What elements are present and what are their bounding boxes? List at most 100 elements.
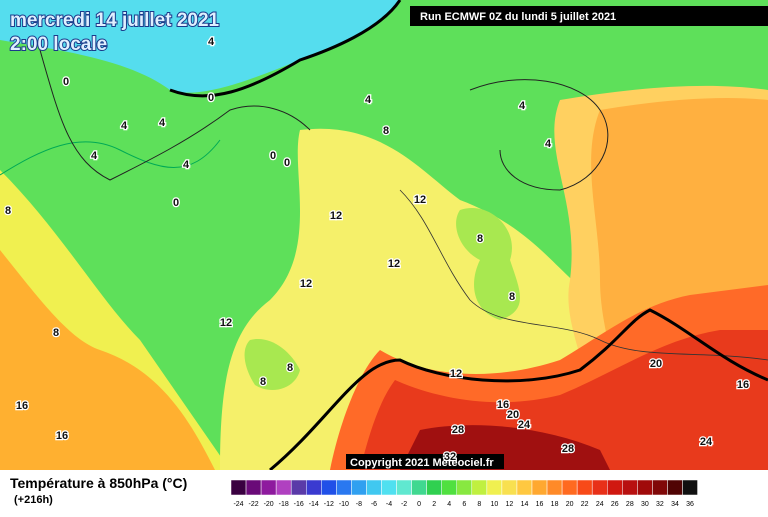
contour-label: 8 bbox=[509, 291, 515, 303]
scale-label: 18 bbox=[551, 501, 559, 508]
scale-swatch bbox=[501, 479, 518, 496]
scale-swatch bbox=[351, 479, 367, 496]
coastline bbox=[469, 79, 609, 191]
copyright-box bbox=[346, 454, 504, 469]
scale-label: -18 bbox=[279, 501, 289, 508]
run-box bbox=[410, 6, 768, 26]
scale-label: 22 bbox=[581, 501, 589, 508]
scale-swatch bbox=[426, 479, 442, 496]
scale-swatch bbox=[230, 479, 247, 496]
local-time: 2:00 locale bbox=[10, 34, 107, 55]
scale-label: 24 bbox=[596, 501, 604, 508]
scale-label: 8 bbox=[477, 501, 481, 508]
contour-label: 12 bbox=[414, 194, 426, 206]
contour-label: 4 bbox=[208, 36, 215, 48]
scale-label: 0 bbox=[417, 501, 421, 508]
temp-region bbox=[0, 250, 215, 470]
contour-label: 8 bbox=[477, 233, 483, 245]
scale-label: -16 bbox=[294, 501, 304, 508]
scale-swatch bbox=[306, 479, 322, 496]
coastline bbox=[39, 49, 311, 181]
scale-label: 32 bbox=[656, 501, 664, 508]
scale-label: 28 bbox=[626, 501, 634, 508]
isotherm-0 bbox=[169, 0, 402, 98]
scale-label: -22 bbox=[249, 501, 259, 508]
contour-label: 12 bbox=[330, 210, 342, 222]
contour-label: 12 bbox=[450, 368, 462, 380]
copyright: Copyright 2021 Meteociel.fr bbox=[350, 457, 494, 469]
scale-swatch bbox=[441, 479, 458, 496]
contour-label: 16 bbox=[56, 430, 68, 442]
scale-swatch bbox=[607, 479, 623, 496]
scale-label: -6 bbox=[371, 501, 377, 508]
scale-label: -12 bbox=[324, 501, 334, 508]
scale-swatch bbox=[260, 479, 277, 496]
contour-label: 16 bbox=[737, 379, 749, 391]
scale-label: 34 bbox=[671, 501, 679, 508]
coastline bbox=[0, 139, 221, 176]
scale-swatch bbox=[637, 479, 653, 496]
contour-label: 0 bbox=[63, 76, 69, 88]
contour-label: 12 bbox=[220, 317, 232, 329]
scale-label: 12 bbox=[506, 501, 514, 508]
date: mercredi 14 juillet 2021 bbox=[10, 10, 220, 31]
contour-label: 16 bbox=[497, 399, 509, 411]
contour-label: 4 bbox=[159, 117, 166, 129]
temp-region bbox=[456, 208, 520, 320]
contour-label: 0 bbox=[270, 150, 276, 162]
contour-label: 16 bbox=[16, 400, 28, 412]
scale-swatch bbox=[456, 479, 473, 496]
contour-label: 8 bbox=[383, 125, 389, 137]
scale-swatch bbox=[396, 479, 412, 496]
temp-region bbox=[0, 0, 400, 93]
scale-label: 2 bbox=[432, 501, 436, 508]
contour-label: 28 bbox=[562, 443, 574, 455]
contour-label: 8 bbox=[287, 362, 293, 374]
scale-label: 36 bbox=[686, 501, 694, 508]
scale-label: -2 bbox=[401, 501, 407, 508]
scale-swatch bbox=[336, 479, 352, 496]
border bbox=[399, 189, 768, 361]
contour-label: 20 bbox=[650, 358, 662, 370]
contour-label: 24 bbox=[518, 419, 531, 431]
contour-label: 4 bbox=[91, 150, 98, 162]
scale-label: 16 bbox=[536, 501, 544, 508]
scale-label: -20 bbox=[264, 501, 274, 508]
scale-swatch bbox=[591, 479, 608, 496]
contour-label: 4 bbox=[121, 120, 128, 132]
contour-label: 20 bbox=[507, 409, 519, 421]
scale-label: -14 bbox=[309, 501, 319, 508]
scale-swatch bbox=[682, 479, 698, 496]
scale-label: 6 bbox=[462, 501, 466, 508]
scale-swatch bbox=[486, 479, 503, 496]
contour-label: 8 bbox=[53, 327, 59, 339]
contour-label: 12 bbox=[388, 258, 400, 270]
legend-title: Température à 850hPa (°C) bbox=[10, 475, 187, 491]
contour-label: 4 bbox=[183, 159, 190, 171]
scale-label: 10 bbox=[490, 501, 498, 508]
scale-swatch bbox=[411, 479, 427, 496]
scale-label: -24 bbox=[233, 501, 243, 508]
scale-swatch bbox=[381, 479, 397, 496]
contour-label: 28 bbox=[452, 424, 464, 436]
contour-label: 24 bbox=[700, 436, 713, 448]
scale-label: -10 bbox=[339, 501, 349, 508]
scale-swatch bbox=[561, 479, 578, 496]
temp-region bbox=[244, 339, 300, 390]
contour-label: 4 bbox=[545, 138, 552, 150]
scale-swatch bbox=[576, 479, 593, 496]
scale-label: 26 bbox=[611, 501, 619, 508]
scale-swatch bbox=[290, 479, 307, 496]
contour-label: 0 bbox=[208, 92, 214, 104]
scale-swatch bbox=[366, 479, 382, 496]
contour-label: 32 bbox=[444, 451, 456, 463]
contour-label: 4 bbox=[365, 94, 372, 106]
contour-label: 8 bbox=[260, 376, 266, 388]
scale-swatch bbox=[245, 479, 262, 496]
scale-swatch bbox=[622, 479, 638, 496]
contour-label: 12 bbox=[300, 278, 312, 290]
contour-label: 4 bbox=[519, 100, 526, 112]
scale-swatch bbox=[546, 479, 563, 496]
scale-swatch bbox=[321, 479, 337, 496]
